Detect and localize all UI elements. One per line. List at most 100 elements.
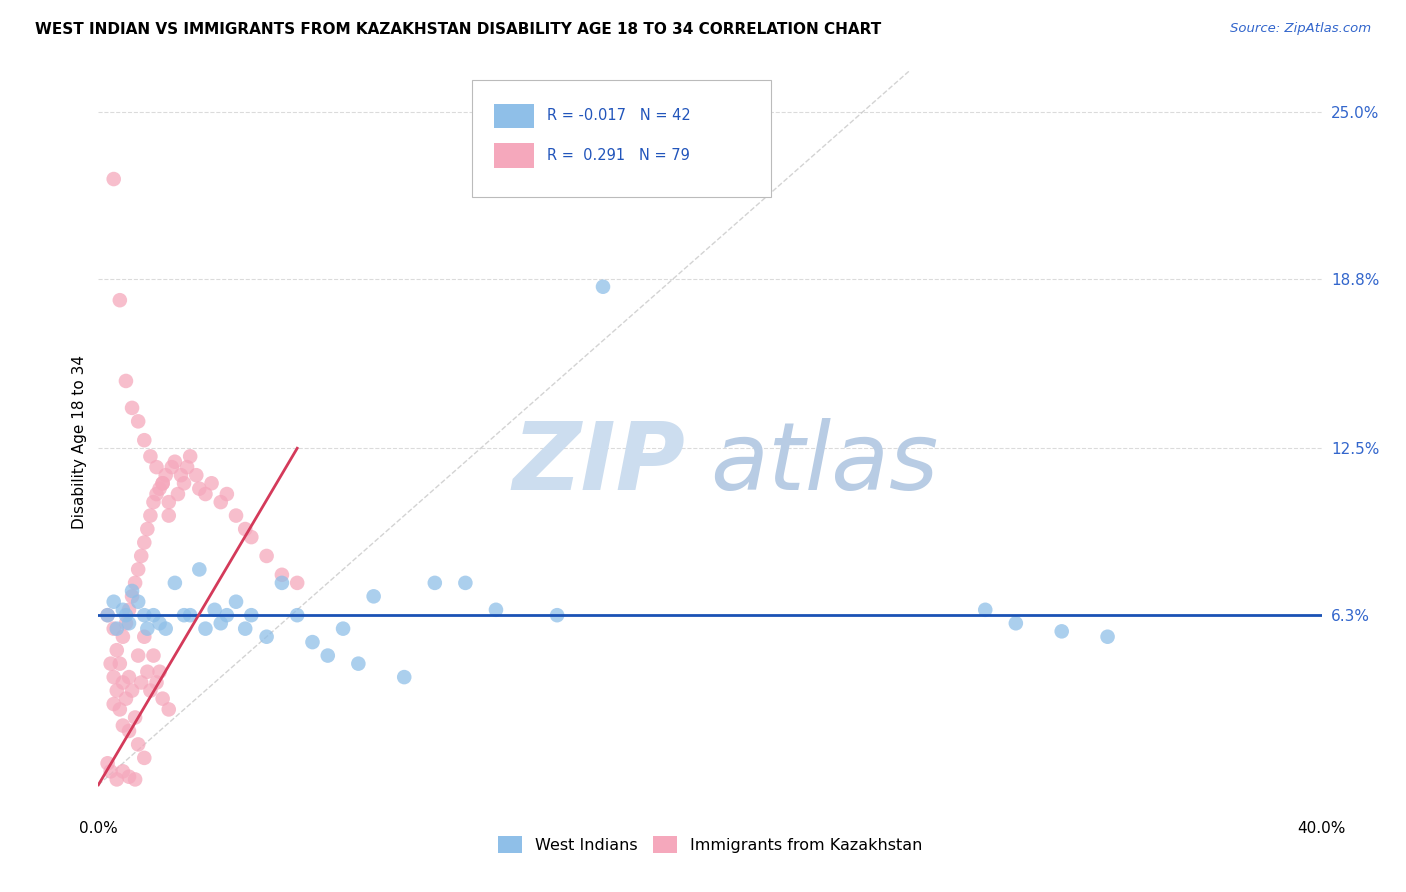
Point <box>129 549 152 563</box>
Point <box>152 476 174 491</box>
Legend: West Indians, Immigrants from Kazakhstan: West Indians, Immigrants from Kazakhstan <box>492 830 928 859</box>
Point <box>145 487 167 501</box>
Point <box>134 433 156 447</box>
Point <box>155 622 177 636</box>
Point <box>108 702 131 716</box>
Point <box>103 697 125 711</box>
Point <box>139 683 162 698</box>
Point <box>285 575 308 590</box>
Point <box>485 603 508 617</box>
Point <box>134 535 156 549</box>
Point <box>163 455 186 469</box>
Point <box>170 468 193 483</box>
Point <box>149 482 172 496</box>
Point <box>100 657 122 671</box>
Point <box>145 675 167 690</box>
Point <box>316 648 339 663</box>
Point <box>160 460 183 475</box>
Point <box>179 608 201 623</box>
Point <box>118 616 141 631</box>
Point <box>332 622 354 636</box>
Point <box>592 279 614 293</box>
Point <box>173 608 195 623</box>
Point <box>363 590 385 604</box>
Point <box>392 670 416 684</box>
Point <box>136 522 159 536</box>
Point <box>974 603 997 617</box>
Y-axis label: Disability Age 18 to 34: Disability Age 18 to 34 <box>72 354 87 529</box>
Point <box>111 603 134 617</box>
Point <box>167 487 190 501</box>
Point <box>347 657 370 671</box>
Point <box>115 616 138 631</box>
Point <box>188 482 211 496</box>
Point <box>454 575 477 590</box>
FancyBboxPatch shape <box>471 80 772 197</box>
Text: Source: ZipAtlas.com: Source: ZipAtlas.com <box>1230 22 1371 36</box>
Text: R = -0.017   N = 42: R = -0.017 N = 42 <box>547 108 692 123</box>
Point <box>103 172 125 186</box>
Point <box>145 460 167 475</box>
Point <box>155 468 177 483</box>
Point <box>127 414 149 428</box>
Point <box>105 643 128 657</box>
Point <box>194 487 217 501</box>
Point <box>121 401 143 415</box>
Point <box>215 487 238 501</box>
Point <box>121 590 143 604</box>
Text: R =  0.291   N = 79: R = 0.291 N = 79 <box>547 147 690 162</box>
Point <box>188 562 211 576</box>
Point <box>215 608 238 623</box>
Point <box>121 683 143 698</box>
Point <box>118 723 141 738</box>
Point <box>118 603 141 617</box>
Text: WEST INDIAN VS IMMIGRANTS FROM KAZAKHSTAN DISABILITY AGE 18 TO 34 CORRELATION CH: WEST INDIAN VS IMMIGRANTS FROM KAZAKHSTA… <box>35 22 882 37</box>
Text: atlas: atlas <box>710 418 938 509</box>
Point <box>200 476 222 491</box>
Point <box>204 603 226 617</box>
FancyBboxPatch shape <box>494 104 534 128</box>
Point <box>124 710 146 724</box>
Point <box>240 530 263 544</box>
Point <box>97 756 120 771</box>
Point <box>256 630 278 644</box>
Point <box>118 670 141 684</box>
Point <box>105 683 128 698</box>
Point <box>136 665 159 679</box>
Point <box>127 648 149 663</box>
Point <box>225 595 247 609</box>
Point <box>111 630 134 644</box>
Point <box>240 608 263 623</box>
Point <box>256 549 278 563</box>
Point <box>134 608 156 623</box>
Point <box>111 718 134 732</box>
Point <box>115 608 138 623</box>
Point <box>142 608 165 623</box>
Point <box>285 608 308 623</box>
Point <box>115 374 138 388</box>
Point <box>209 495 232 509</box>
Point <box>149 665 172 679</box>
Text: ZIP: ZIP <box>513 417 686 509</box>
Point <box>127 738 149 752</box>
Point <box>136 622 159 636</box>
Point <box>1050 624 1073 639</box>
Point <box>301 635 323 649</box>
Point <box>233 522 256 536</box>
Point <box>270 575 292 590</box>
Point <box>157 702 180 716</box>
Point <box>1004 616 1026 631</box>
Point <box>108 293 131 308</box>
Point <box>423 575 446 590</box>
Point <box>124 772 146 787</box>
Point <box>209 616 232 631</box>
Point <box>134 751 156 765</box>
Point <box>103 622 125 636</box>
Point <box>129 675 152 690</box>
Point <box>97 608 120 623</box>
Point <box>157 495 180 509</box>
Point <box>111 675 134 690</box>
Point <box>118 770 141 784</box>
Point <box>121 584 143 599</box>
Point <box>1097 630 1119 644</box>
